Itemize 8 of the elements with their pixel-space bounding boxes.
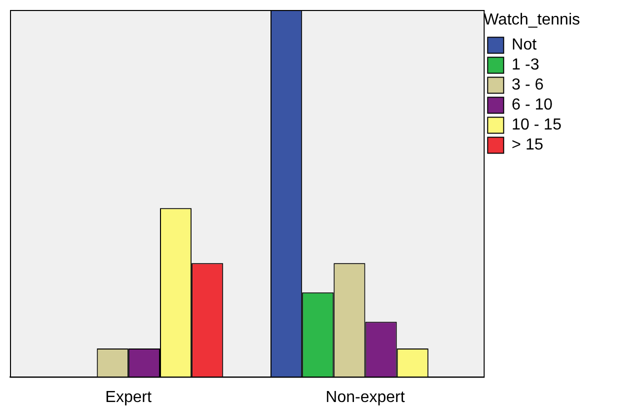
x-tick-label: Non-expert (326, 388, 406, 406)
legend-label: > 15 (512, 136, 544, 154)
legend-label: 3 - 6 (512, 76, 544, 94)
legend-label: 6 - 10 (512, 96, 553, 114)
x-tick-label: Expert (105, 388, 152, 406)
legend-label: Not (512, 36, 538, 54)
legend-label: 1 -3 (512, 56, 540, 74)
legend-label: 10 - 15 (512, 116, 562, 134)
